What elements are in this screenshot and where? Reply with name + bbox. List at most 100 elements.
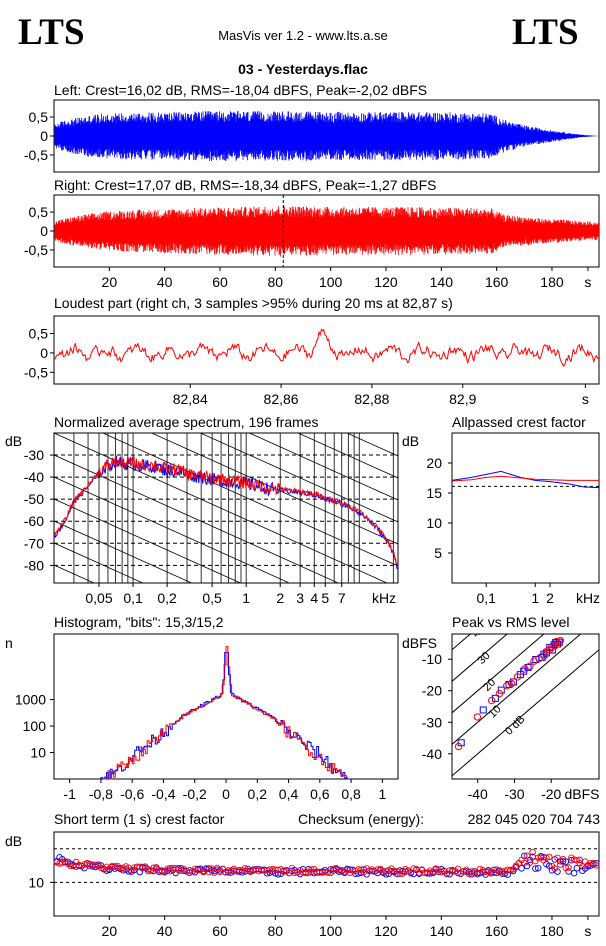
short-term-crest-right-point xyxy=(155,867,163,874)
histogram-x-tick-label: 0,6 xyxy=(310,786,330,802)
short-term-crest-right-point xyxy=(56,860,63,867)
right-waveform-x-tick-label: 120 xyxy=(374,274,398,290)
spectrum-grid xyxy=(54,433,398,583)
peak-vs-rms-left-point xyxy=(552,639,560,647)
short-term-crest-right-point xyxy=(570,856,578,863)
loudest-part-signal xyxy=(54,328,599,367)
checksum-label: Checksum (energy): xyxy=(298,811,424,827)
peak-vs-rms-left-point xyxy=(491,694,499,702)
histogram-y-ticks: 1000 100 10 xyxy=(15,692,54,761)
short-term-crest-right-point xyxy=(534,854,542,862)
peak-vs-rms-right-point xyxy=(454,742,463,751)
allpassed-crest-frame xyxy=(451,432,600,584)
short-term-crest-right-point xyxy=(169,864,177,872)
right-waveform-y-tick-label: -0,5 xyxy=(24,242,48,258)
spectrum-slope-line xyxy=(54,564,95,583)
peak-vs-rms-left-point xyxy=(457,739,465,747)
app-title: MasVis ver 1.2 - www.lts.a.se xyxy=(218,28,388,43)
spectrum-y-tick-label: -80 xyxy=(24,557,44,573)
loudest-part-y-ticks: 0,5 0 -0,5 xyxy=(24,325,54,380)
peak-vs-rms-crest-label: 40 xyxy=(470,623,487,640)
loudest-part-x-tick-label: 82,86 xyxy=(264,391,299,407)
short-term-crest-right-point xyxy=(324,869,332,876)
right-waveform-x-tick-label: 160 xyxy=(485,274,509,290)
checksum-value: 282 045 020 704 743 xyxy=(468,811,601,827)
spectrum-slope-line xyxy=(54,433,388,583)
histogram-x-tick-label: -0,2 xyxy=(183,786,207,802)
peak-vs-rms-right-point xyxy=(513,673,522,681)
spectrum-slope-line xyxy=(54,454,340,583)
left-waveform-y-tick-label: 0,5 xyxy=(29,109,49,125)
right-waveform-title: Right: Crest=17,07 dB, RMS=-18,34 dBFS, … xyxy=(54,177,436,193)
short-term-crest-y-label: dB xyxy=(5,833,22,849)
short-term-crest-x-tick-label: 100 xyxy=(319,923,343,939)
peak-vs-rms-right-point xyxy=(503,681,511,690)
peak-vs-rms-left-point xyxy=(548,646,556,654)
loudest-part-x-tick-label: s xyxy=(582,391,589,407)
allpassed-crest-x-tick-label: 0,1 xyxy=(477,590,497,606)
right-waveform-y-ticks: 0,5 0 -0,5 xyxy=(24,204,54,258)
short-term-crest-left-point xyxy=(518,865,525,872)
loudest-part-frame xyxy=(53,315,600,385)
allpassed-crest-x-ticks: 0,1 1 2 xyxy=(477,583,554,606)
right-waveform-x-tick-label: s xyxy=(584,274,591,290)
spectrum-slope-line xyxy=(101,433,398,567)
histogram-x-tick-label: -0,6 xyxy=(120,786,144,802)
short-term-crest-right-point xyxy=(355,866,362,873)
loudest-part-y-tick-label: 0 xyxy=(40,345,48,361)
histogram-y-tick-label: 10 xyxy=(30,745,46,761)
allpassed-crest-y-ticks: 20 15 10 5 xyxy=(426,455,452,561)
short-term-crest-x-tick-label: s xyxy=(584,923,591,939)
plots: 0,50-0,50,50-0,520 40 60 80 100 120 140 160 180 s… xyxy=(5,99,600,939)
spectrum-y-tick-label: -60 xyxy=(24,513,44,529)
allpassed-crest-y-label: dB xyxy=(402,433,419,449)
histogram-y-label: n xyxy=(5,635,13,651)
short-term-crest-x-tick-label: 140 xyxy=(430,923,454,939)
short-term-crest-right-point xyxy=(557,861,564,868)
histogram-x-tick-label: 1 xyxy=(378,786,386,802)
spectrum-y-label: dB xyxy=(5,433,22,449)
histogram-x-tick-label: 0,4 xyxy=(279,786,299,802)
spectrum-y-ticks: -30 -40 -50 -60 -70 -80 xyxy=(24,447,54,573)
short-term-crest-right-point xyxy=(302,869,310,877)
short-term-crest-x-tick-label: 40 xyxy=(157,923,173,939)
peak-vs-rms-right-point xyxy=(487,696,496,705)
loudest-part-y-tick-label: -0,5 xyxy=(24,364,48,380)
peak-vs-rms-left-point xyxy=(509,678,517,686)
histogram-x-tick-label: 0,8 xyxy=(341,786,361,802)
peak-vs-rms-y-ticks: -10 -20 -30 -40 xyxy=(422,651,452,762)
spectrum-slope-line xyxy=(54,520,193,583)
spectrum-x-tick-label: 0,2 xyxy=(157,590,177,606)
short-term-crest-y-ticks: 10 xyxy=(28,874,54,890)
allpassed-crest-y-tick-label: 15 xyxy=(426,485,442,501)
spectrum-x-tick-label: 5 xyxy=(321,590,329,606)
histogram-x-tick-label: -1 xyxy=(63,786,76,802)
allpassed-crest-x-tick-label: 2 xyxy=(546,590,554,606)
peak-vs-rms-crest-label: 0 dB xyxy=(503,713,527,737)
peak-vs-rms-right-point xyxy=(556,636,565,645)
short-term-crest-x-tick-label: 80 xyxy=(268,923,284,939)
short-term-crest-right-point xyxy=(111,863,119,870)
short-term-crest-right-point xyxy=(565,864,572,871)
spectrum-y-tick-label: -70 xyxy=(24,535,44,551)
peak-vs-rms-crest-line xyxy=(452,634,545,714)
peak-vs-rms-title: Peak vs RMS level xyxy=(452,614,569,630)
short-term-crest-right-point xyxy=(562,864,570,872)
short-term-crest-left-point xyxy=(573,864,581,872)
peak-vs-rms-frame xyxy=(451,633,600,780)
short-term-crest-y-tick-label: 10 xyxy=(28,874,44,890)
short-term-crest-right-point xyxy=(551,865,558,872)
short-term-crest-x-tick-label: 60 xyxy=(212,923,228,939)
histogram-x-tick-label: -0,8 xyxy=(89,786,113,802)
short-term-crest-right-point xyxy=(247,868,254,876)
spectrum-x-tick-label: 0,05 xyxy=(85,590,112,606)
short-term-crest-right-point xyxy=(396,870,404,877)
peak-vs-rms-plot: 40 30 20 100 dB xyxy=(452,623,599,777)
short-term-crest-left-point xyxy=(274,871,282,878)
peak-vs-rms-y-label: dBFS xyxy=(402,635,437,651)
short-term-crest-x-ticks: 20 40 60 80 100 120 140 160 180 s xyxy=(102,916,591,939)
short-term-crest-right-point xyxy=(407,869,415,877)
logo-right: LTS xyxy=(512,12,579,53)
peak-vs-rms-right-point xyxy=(473,713,482,721)
